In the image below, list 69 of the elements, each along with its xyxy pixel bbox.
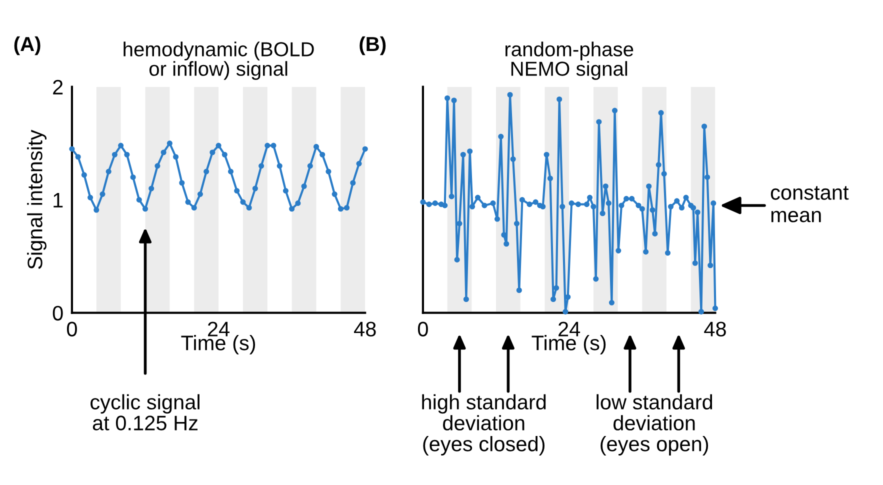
point	[320, 152, 326, 158]
point	[264, 142, 270, 148]
point	[301, 183, 307, 190]
point	[326, 168, 332, 174]
annotation: constant mean	[770, 186, 849, 222]
x-axis-title: Time (s)	[181, 335, 256, 354]
point	[142, 206, 148, 212]
point	[94, 207, 100, 213]
x-tick-label: 24	[208, 322, 230, 336]
point	[136, 197, 142, 203]
text: (A)	[14, 36, 40, 56]
point	[106, 168, 112, 174]
x-tick-label: 48	[704, 322, 726, 336]
y-tick-label: 2	[53, 80, 63, 94]
point	[258, 163, 264, 169]
point	[222, 152, 228, 158]
point	[204, 168, 210, 174]
point	[313, 144, 320, 150]
point	[252, 186, 258, 192]
chart-title: hemodynamic (BOLD or inflow) signal	[124, 42, 314, 80]
text: low standard deviation (eyes open)	[596, 394, 712, 456]
point	[75, 154, 81, 160]
point	[197, 191, 203, 197]
point	[81, 172, 87, 178]
point	[148, 186, 154, 192]
point	[246, 204, 252, 211]
text: cyclic signal at 0.125 Hz	[90, 394, 200, 430]
point	[240, 199, 246, 205]
point	[112, 152, 118, 158]
point	[154, 163, 160, 169]
x-tick-label: 0	[66, 322, 77, 336]
point	[350, 180, 356, 186]
point	[270, 142, 276, 148]
point	[307, 163, 313, 169]
point	[282, 188, 288, 194]
point	[362, 146, 368, 152]
point	[276, 163, 282, 169]
point	[344, 204, 350, 211]
x-axis-title: Time (s)	[532, 335, 606, 354]
chart-title: random-phase NEMO signal	[506, 42, 634, 80]
y-tick-label: 1	[54, 193, 63, 208]
x-tick-label: 48	[354, 322, 376, 336]
point	[289, 206, 295, 212]
y-axis-title: Signal intensity	[27, 130, 46, 269]
point	[124, 152, 130, 158]
point	[216, 142, 222, 148]
point	[185, 199, 191, 205]
point	[179, 180, 185, 186]
point	[88, 194, 94, 200]
point	[160, 150, 166, 156]
point	[210, 150, 216, 156]
point	[173, 154, 179, 160]
text: high standard deviation (eyes closed)	[422, 394, 546, 456]
point	[191, 204, 197, 211]
x-tick-label: 0	[418, 322, 428, 336]
y-tick-label: 0	[52, 306, 63, 321]
point	[228, 168, 234, 174]
point	[100, 191, 106, 197]
point	[69, 146, 75, 152]
point	[130, 174, 136, 180]
point	[356, 160, 362, 166]
point	[332, 191, 338, 197]
x-tick-label: 24	[558, 322, 580, 336]
point	[118, 142, 124, 148]
point	[166, 140, 172, 146]
point	[338, 206, 344, 212]
point	[234, 188, 240, 194]
text: (B)	[360, 36, 386, 56]
point	[295, 200, 301, 206]
